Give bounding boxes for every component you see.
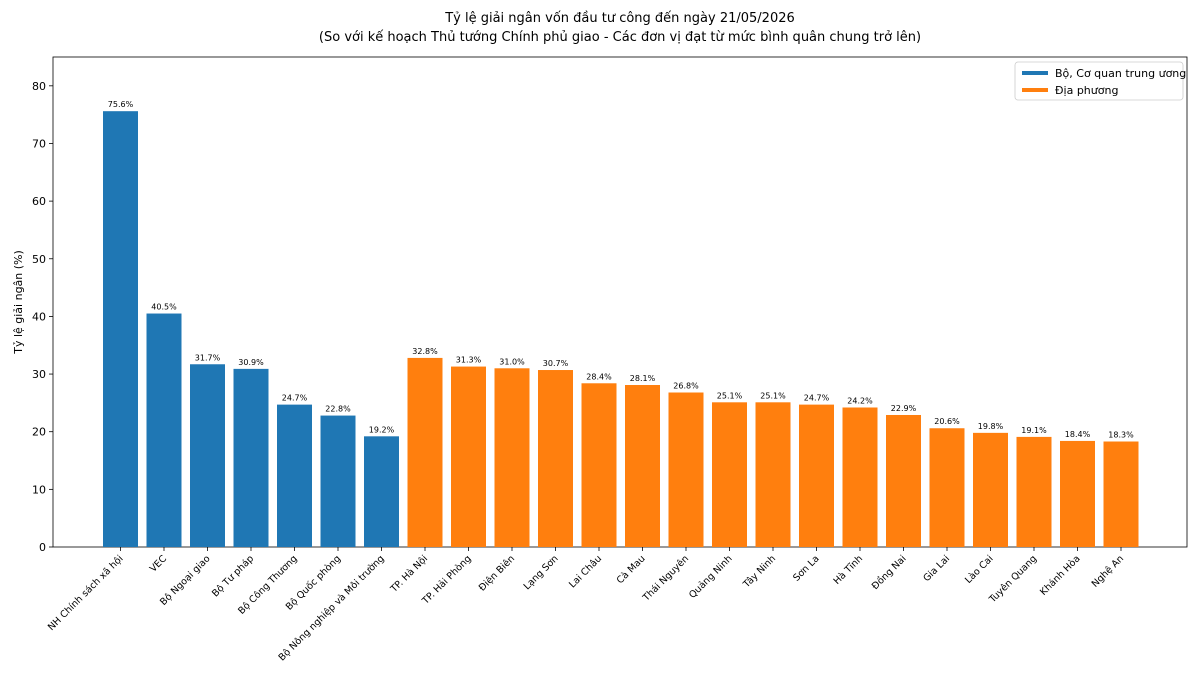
bar-value-label: 19.1%	[1021, 426, 1047, 435]
bar-value-label: 31.0%	[499, 357, 525, 366]
x-tick-label: TP. Hà Nội	[388, 553, 430, 595]
bar[interactable]	[668, 392, 704, 547]
bar-value-label: 25.1%	[717, 391, 743, 400]
bar[interactable]	[755, 402, 791, 547]
x-tick-label: Sơn La	[791, 553, 821, 583]
bar-value-label: 24.7%	[282, 394, 308, 403]
bar[interactable]	[929, 428, 965, 547]
bar[interactable]	[103, 111, 138, 547]
bar[interactable]	[538, 370, 573, 547]
bar-value-label: 40.5%	[151, 303, 177, 312]
bar-value-label: 20.6%	[934, 417, 960, 426]
x-tick-label: Cà Mau	[615, 553, 648, 586]
bar[interactable]	[581, 383, 617, 547]
plot-area: 0 10 20 30 40 50 60 70 80 75.6% NH Chính sách xã h…	[32, 56, 1188, 663]
bar[interactable]	[886, 414, 921, 547]
plot-frame	[52, 56, 1188, 548]
bar[interactable]	[625, 385, 660, 547]
x-tick-label: Nghệ An	[1090, 553, 1126, 589]
bar[interactable]	[451, 366, 486, 547]
bar-value-label: 30.9%	[238, 358, 264, 367]
bar[interactable]	[494, 368, 530, 547]
y-tick-label: 60	[32, 195, 46, 208]
y-tick-label: 70	[32, 137, 46, 150]
x-tick-label: Hà Tĩnh	[832, 553, 866, 587]
x-tick-label: Lào Cai	[963, 553, 996, 586]
y-tick-label: 10	[32, 483, 46, 496]
bar-value-label: 26.8%	[673, 382, 699, 391]
y-tick-label: 0	[39, 541, 46, 554]
legend-entry: Địa phương	[1055, 84, 1118, 97]
x-tick-label: Bộ Tư pháp	[210, 553, 256, 599]
legend-box	[1014, 61, 1184, 101]
bar[interactable]	[233, 368, 269, 547]
bar-value-label: 24.2%	[847, 396, 873, 405]
x-tick-label: Thái Nguyên	[640, 553, 691, 604]
bar[interactable]	[973, 432, 1008, 547]
bar[interactable]	[1103, 441, 1139, 547]
bar-value-label: 31.3%	[456, 356, 482, 365]
bar[interactable]	[407, 357, 443, 547]
bar-value-label: 25.1%	[760, 391, 786, 400]
bar[interactable]	[712, 402, 747, 547]
x-tick-label: Tây Ninh	[741, 553, 778, 590]
bar[interactable]	[320, 415, 356, 547]
y-tick-label: 50	[32, 253, 46, 266]
legend-swatch	[1022, 88, 1048, 92]
bar[interactable]	[1016, 436, 1052, 547]
x-tick-label: Khánh Hòa	[1038, 553, 1082, 597]
bar[interactable]	[277, 404, 312, 547]
bar[interactable]	[364, 436, 399, 547]
x-tick-label: Lai Châu	[567, 553, 604, 590]
bar-value-label: 31.7%	[195, 353, 221, 362]
chart-subtitle: (So với kế hoạch Thủ tướng Chính phủ gia…	[319, 30, 921, 45]
x-tick-label: Đồng Nai	[870, 553, 909, 592]
y-tick-label: 30	[32, 368, 46, 381]
x-tick-label: Điện Biên	[477, 553, 517, 593]
bar-value-label: 28.1%	[630, 374, 656, 383]
bar[interactable]	[842, 407, 878, 547]
bar[interactable]	[799, 404, 834, 547]
chart-title: Tỷ lệ giải ngân vốn đầu tư công đến ngày…	[444, 11, 795, 26]
legend-entry: Bộ, Cơ quan trung ương	[1055, 67, 1186, 80]
bar[interactable]	[190, 364, 225, 547]
bar-value-label: 22.9%	[891, 404, 917, 413]
y-tick-label: 80	[32, 80, 46, 93]
bar-value-label: 18.3%	[1108, 431, 1134, 440]
y-tick-label: 20	[32, 426, 46, 439]
bar-value-label: 32.8%	[412, 347, 438, 356]
legend-swatch	[1022, 71, 1048, 75]
bar[interactable]	[1060, 440, 1095, 547]
bar-value-label: 18.4%	[1065, 430, 1091, 439]
y-axis-label: Tỷ lệ giải ngân (%)	[12, 250, 25, 355]
x-tick-label: VEC	[148, 553, 170, 575]
x-tick-label: Gia Lai	[921, 553, 952, 584]
bar-value-label: 24.7%	[804, 394, 830, 403]
x-tick-label: NH Chính sách xã hội	[46, 553, 126, 633]
x-tick-label: Quảng Ninh	[687, 553, 735, 601]
y-tick-label: 40	[32, 310, 46, 323]
bar-value-label: 19.8%	[978, 422, 1004, 431]
bar-value-label: 22.8%	[325, 405, 351, 414]
legend: Bộ, Cơ quan trung ương Địa phương	[1014, 61, 1186, 101]
x-tick-label: Lạng Sơn	[522, 553, 561, 592]
bar-value-label: 75.6%	[108, 100, 134, 109]
bar[interactable]	[146, 313, 182, 547]
bar-value-label: 19.2%	[369, 425, 395, 434]
bar-value-label: 28.4%	[586, 372, 612, 381]
bar-value-label: 30.7%	[543, 359, 569, 368]
